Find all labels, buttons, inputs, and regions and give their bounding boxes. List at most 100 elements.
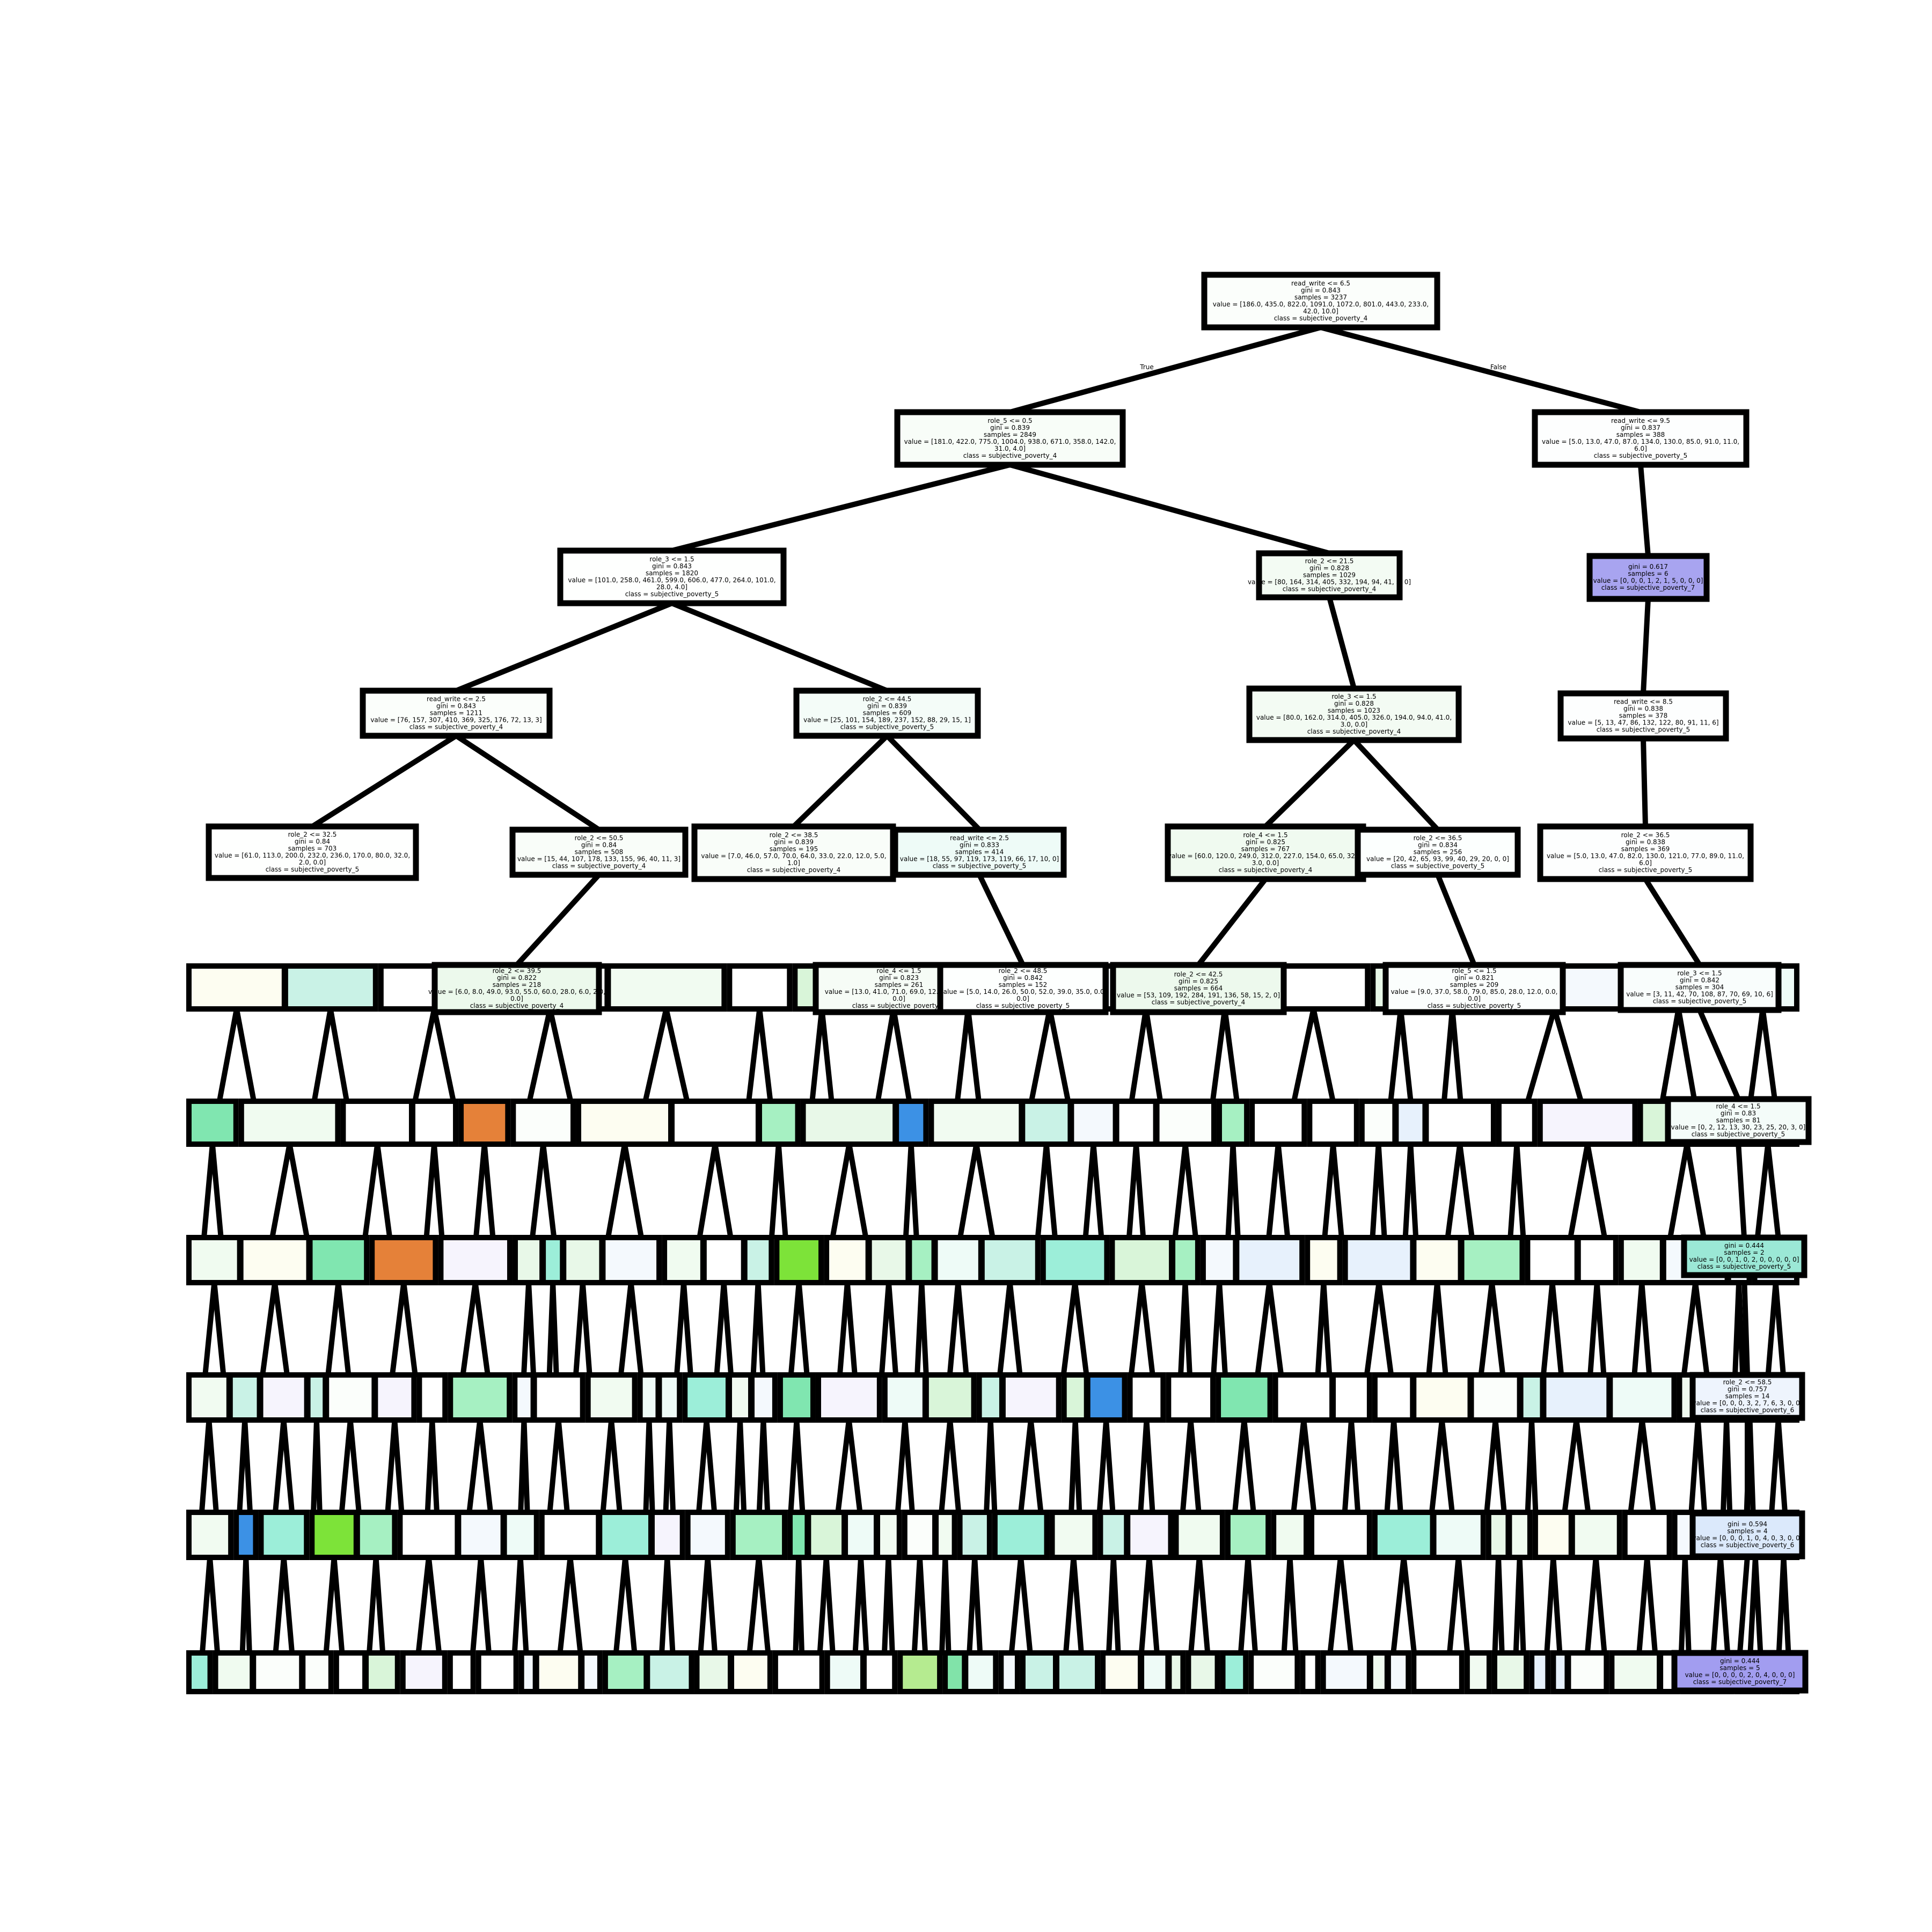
- tree-node-box: [1411, 1650, 1465, 1694]
- tree-node-box: [1537, 1099, 1638, 1147]
- tree-node-box: [238, 1235, 312, 1285]
- tree-edge: [287, 1141, 310, 1240]
- tree-node-box: [649, 1510, 685, 1560]
- tree-edge: [1594, 1280, 1607, 1378]
- tree-edge: [1775, 1417, 1788, 1515]
- tree-node-box: [777, 1372, 816, 1423]
- tree-node-box: [305, 1372, 328, 1423]
- tree-edge: [1018, 1417, 1034, 1515]
- node-text-line: role_2 <= 44.5: [863, 696, 912, 703]
- tree-edge: [796, 1555, 805, 1656]
- tree-edge: [472, 1280, 491, 1378]
- node-box: [1681, 1234, 1807, 1278]
- tree-node-box: [579, 1650, 603, 1694]
- node-text-line: value = [80, 164, 314, 405, 332, 194, 94…: [1248, 579, 1411, 586]
- tree-edge: [1217, 1280, 1228, 1378]
- tree-edge: [1754, 1141, 1771, 1240]
- node-text-line: 6.0]: [1639, 859, 1652, 867]
- node-text-line: gini = 0.828: [1309, 565, 1349, 572]
- node-text-line: samples = 5: [1719, 1664, 1760, 1672]
- node-text-line: 3.0, 0.0]: [1252, 859, 1279, 867]
- tree-edge: [1210, 1006, 1228, 1104]
- tree-edge: [884, 733, 982, 832]
- tree-edge: [1348, 1417, 1361, 1515]
- tree-edge: [331, 1555, 345, 1656]
- tree-node-box: [1565, 1650, 1609, 1694]
- tree-node-box: [1618, 1235, 1665, 1285]
- tree-edge: [846, 1417, 863, 1515]
- node-text-line: samples = 14: [1725, 1393, 1770, 1400]
- tree-node-box: [186, 1510, 234, 1560]
- tree-edge: [373, 1555, 386, 1656]
- tree-edge: [478, 1555, 492, 1656]
- node-text-line: value = [18, 55, 97, 119, 173, 119, 66, …: [900, 855, 1059, 863]
- node-text-line: read_write <= 8.5: [1614, 698, 1673, 706]
- node-text-line: role_2 <= 50.5: [575, 835, 624, 842]
- tree-edge: [1441, 1006, 1455, 1104]
- tree-edge: [954, 1006, 971, 1104]
- tree-node-box: [307, 1235, 370, 1285]
- node-box: [1671, 1650, 1809, 1694]
- tree-node-box: [186, 1650, 213, 1694]
- tree-edge: [426, 1555, 442, 1656]
- tree-node-box: [213, 1650, 255, 1694]
- node-box: [1256, 550, 1403, 601]
- tree-edge: [737, 1417, 747, 1515]
- tree-edge: [1007, 462, 1332, 556]
- tree-edge: [844, 1280, 858, 1378]
- node-text-line: gini = 0.825: [1246, 838, 1285, 846]
- tree-edge: [1773, 1280, 1786, 1378]
- node-text-line: value = [76, 157, 307, 410, 369, 325, 17…: [370, 716, 541, 724]
- node-text-line: read_write <= 2.5: [950, 835, 1009, 842]
- node-text-line: 3.0, 0.0]: [1341, 721, 1367, 728]
- node-text-line: class = subjective_poverty_4: [852, 1002, 946, 1009]
- tree-node-box: [1069, 1099, 1118, 1147]
- node-box: [1110, 962, 1287, 1015]
- node-text-line: samples = 1211: [430, 709, 482, 717]
- tree-node-box: [1220, 1650, 1249, 1694]
- tree-node-box: [1529, 1650, 1551, 1694]
- tree-edge: [796, 1280, 810, 1378]
- tree-edge: [1585, 1141, 1607, 1240]
- tree-node-box: [933, 1510, 957, 1560]
- node-text-line: value = [5.0, 14.0, 26.0, 50.0, 52.0, 39…: [940, 988, 1107, 996]
- tree-edge: [667, 1417, 676, 1515]
- tree-node-box: [1109, 1235, 1175, 1285]
- tree-node-box: [1496, 1099, 1538, 1147]
- node-text-line: class = subjective_poverty_4: [1283, 586, 1377, 593]
- tree-node-box: [282, 963, 378, 1012]
- tree-node-box: [942, 1650, 968, 1694]
- tree-edge: [1552, 1006, 1584, 1104]
- node-text-line: value = [101.0, 258.0, 461.0, 599.0, 606…: [568, 576, 775, 584]
- tree-edge: [1574, 1417, 1591, 1515]
- tree-edge: [600, 1417, 614, 1515]
- tree-node-box: [897, 1650, 943, 1694]
- node-text-line: read_write <= 6.5: [1291, 280, 1350, 287]
- node-box: [894, 409, 1126, 468]
- node-text-line: gini = 0.833: [960, 841, 999, 849]
- node-text-line: samples = 388: [1616, 431, 1665, 438]
- tree-edge: [327, 1006, 350, 1104]
- node-text-line: gini = 0.842: [1680, 977, 1719, 984]
- node-text-line: class = subjective_poverty_5: [266, 866, 360, 873]
- node-text-line: class = subjective_poverty_5: [840, 723, 934, 731]
- edge-label-true: True: [1139, 363, 1154, 371]
- tree-node-box: [882, 1372, 928, 1423]
- tree-node-box: [1173, 1510, 1225, 1560]
- node-text-line: gini = 0.843: [652, 562, 692, 570]
- node-text-line: value = [53, 109, 192, 284, 191, 136, 58…: [1117, 992, 1280, 999]
- tree-edge: [1103, 1417, 1116, 1515]
- tree-edge: [1562, 1417, 1579, 1515]
- tree-edge: [794, 1417, 806, 1515]
- tree-node-box: [1166, 1650, 1186, 1694]
- tree-edge: [830, 1141, 852, 1240]
- tree-node-box: [1000, 1372, 1062, 1423]
- tree-edge: [1752, 1555, 1763, 1656]
- tree-edge: [201, 1141, 215, 1240]
